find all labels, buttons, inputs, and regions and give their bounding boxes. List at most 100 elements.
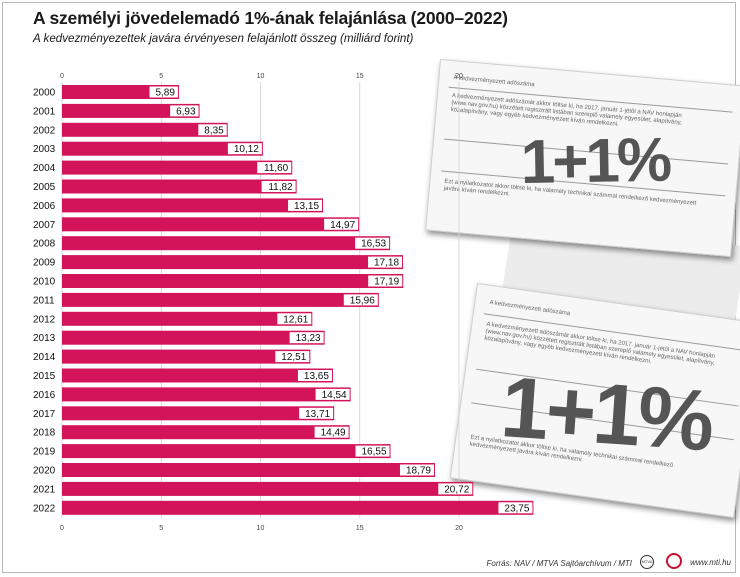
x-tick-label-top: 0 [60,73,64,80]
value-label: 13,23 [296,333,321,344]
value-label-box [324,218,359,230]
value-label: 23,75 [504,503,529,514]
x-tick-label-top: 10 [257,73,265,80]
value-label-box [261,181,296,192]
bar [62,444,391,459]
category-label: 2020 [33,466,56,477]
category-label: 2019 [33,447,56,458]
bar [62,217,360,232]
source-note: Forrás: NAV / MTVA Sajtóarchívum / MTI [486,559,632,568]
category-label: 2018 [33,428,56,439]
value-label-box [343,294,378,306]
mtva-logo: MTVA [640,555,654,569]
bar [62,198,324,213]
category-label: 2012 [33,314,56,325]
bar [62,103,200,118]
category-label: 2015 [33,371,56,382]
bar [62,255,404,270]
category-label: 2008 [33,239,56,250]
value-label: 13,65 [304,371,329,382]
value-label-box [149,86,178,98]
value-label-box [368,256,403,268]
value-label-box [227,143,262,155]
category-label: 2009 [33,258,56,269]
category-label: 2004 [33,163,56,174]
category-label: 2010 [33,277,56,288]
value-label: 18,79 [406,466,431,477]
bar [62,330,325,345]
bar [62,500,534,515]
value-label: 17,19 [374,277,399,288]
bar [62,368,333,383]
bar [62,406,335,421]
x-tick-label-top: 5 [159,73,163,80]
category-label: 2001 [33,106,56,117]
value-label-box [399,464,434,476]
chart-title: A személyi jövedelemadó 1%-ának felajánl… [33,8,508,28]
mti-logo [666,553,682,569]
category-label: 2002 [33,125,56,136]
value-label-box [355,237,390,249]
bar [62,349,311,364]
x-tick-label-top: 20 [455,73,463,80]
value-label: 14,97 [330,220,355,231]
value-label-box [314,426,349,438]
category-label: 2011 [33,295,55,306]
value-label-box [275,351,310,363]
x-tick-label-bottom: 10 [257,525,265,532]
value-label: 14,54 [322,390,347,401]
value-label-box [498,502,533,514]
value-label: 14,49 [321,428,346,439]
value-label: 8,35 [204,125,224,136]
chart-subtitle: A kedvezményezettek javára érvényesen fe… [33,32,414,45]
bar [62,292,379,307]
value-label-box [198,124,227,136]
bar [62,236,391,251]
x-tick-label-bottom: 0 [60,525,64,532]
value-label: 5,89 [155,88,175,99]
value-label: 16,55 [361,447,386,458]
bar [62,274,404,288]
category-label: 2005 [33,182,56,193]
category-label: 2007 [33,220,56,231]
value-label: 20,72 [444,484,469,495]
site-url: www.mti.hu [690,558,731,567]
category-label: 2017 [33,409,56,420]
value-label-box [289,332,324,344]
value-label: 12,51 [281,352,306,363]
bar [62,160,293,175]
x-tick-label-bottom: 5 [159,525,163,532]
value-label: 17,18 [374,258,399,269]
value-label-box [299,407,334,419]
x-tick-label-bottom: 15 [356,525,364,532]
category-label: 2021 [33,484,56,495]
value-label-box [355,445,390,457]
value-label: 13,15 [294,201,319,212]
value-label-box [297,370,332,381]
value-label: 10,12 [234,144,259,155]
value-label: 11,60 [264,163,289,174]
bar [62,311,313,326]
category-label: 2006 [33,201,56,212]
value-label-box [368,275,403,287]
value-label-box [277,313,312,325]
bar [62,463,435,477]
category-label: 2022 [33,503,56,514]
value-label-box [315,388,350,400]
category-label: 2000 [33,88,56,99]
value-label: 6,93 [176,106,196,117]
value-label: 12,61 [283,314,308,325]
value-label: 11,82 [268,182,293,193]
category-label: 2003 [33,144,56,155]
category-label: 2016 [33,390,56,401]
value-label-box [257,162,292,174]
x-tick-label-bottom: 20 [455,525,463,532]
category-label: 2013 [33,333,56,344]
category-label: 2014 [33,352,56,363]
value-label-box [170,105,199,117]
bar [62,387,351,402]
x-tick-label-top: 15 [356,73,364,80]
value-label: 15,96 [350,295,375,306]
bar [62,179,297,194]
